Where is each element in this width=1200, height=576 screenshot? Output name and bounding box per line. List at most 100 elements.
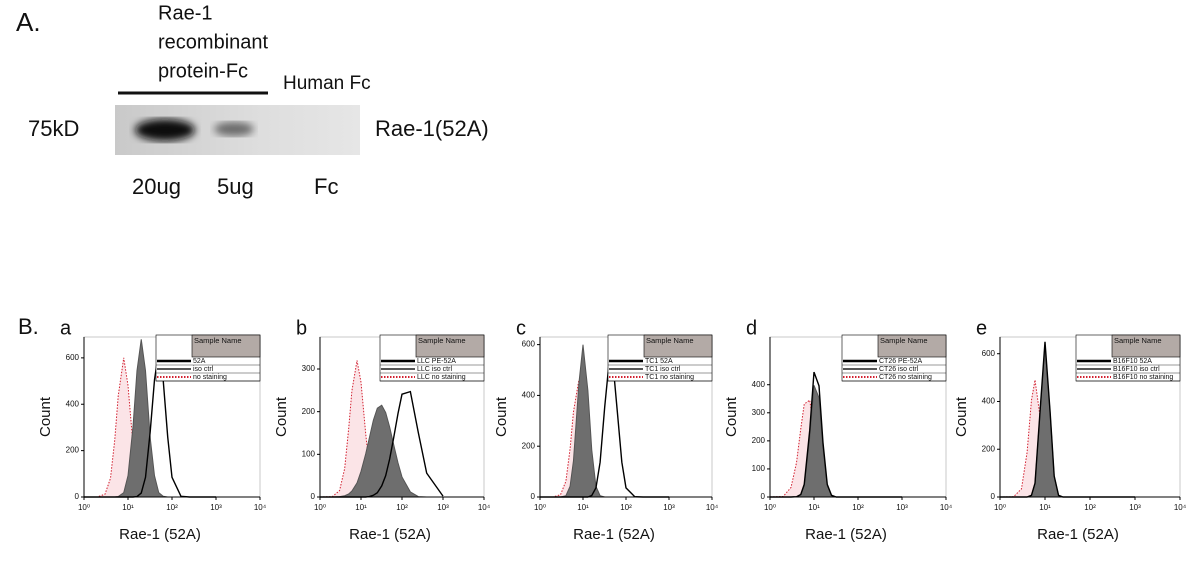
lane-label: Fc <box>314 174 338 199</box>
lane-label: 20ug <box>132 174 181 199</box>
x-tick-label: 10⁴ <box>478 503 491 512</box>
blot-band <box>135 119 195 141</box>
y-axis-label: Count <box>273 396 290 437</box>
histogram-fill <box>540 380 669 497</box>
histogram-panel: a 0 200 400 600 10⁰ 10¹ 10² 10³ 10⁴ Count Rae-1 (52… <box>37 317 267 543</box>
histogram-line <box>540 380 669 498</box>
x-axis-label: Rae-1 (52A) <box>805 526 887 543</box>
y-tick-label: 400 <box>752 380 766 389</box>
y-tick-label: 400 <box>982 397 996 406</box>
y-tick-label: 600 <box>522 340 536 349</box>
x-tick-label: 10⁴ <box>1174 503 1187 512</box>
histogram-line <box>769 399 902 498</box>
legend-label: TC1 iso ctrl <box>645 366 681 373</box>
x-tick-label: 10⁰ <box>78 503 90 512</box>
legend-label: CT26 iso ctrl <box>879 366 919 373</box>
legend-label: CT26 PE-52A <box>879 358 923 365</box>
histogram-line <box>320 404 443 498</box>
panel-a: A. Rae-1 recombinant protein-Fc Human Fc… <box>16 2 489 199</box>
legend-title: Sample Name <box>880 336 928 345</box>
y-tick-label: 100 <box>752 464 766 473</box>
panel-label: B. <box>18 314 39 339</box>
legend-label: LLC PE-52A <box>417 358 456 365</box>
legend-title: Sample Name <box>1114 336 1162 345</box>
histogram-line <box>999 379 1135 498</box>
x-tick-label: 10⁰ <box>314 503 326 512</box>
x-tick-label: 10³ <box>896 503 908 512</box>
legend-header <box>415 334 485 358</box>
y-tick-label: 400 <box>66 399 80 408</box>
panel-letter: a <box>60 317 72 339</box>
y-tick-label: 200 <box>522 441 536 450</box>
y-tick-label: 200 <box>302 407 316 416</box>
legend-title: Sample Name <box>646 336 694 345</box>
x-tick-label: 10¹ <box>355 503 367 512</box>
x-tick-label: 10² <box>166 503 178 512</box>
panel-letter: d <box>746 317 757 339</box>
x-tick-label: 10¹ <box>577 503 589 512</box>
histogram-fill <box>84 339 216 497</box>
y-axis-label: Count <box>493 396 510 437</box>
histogram-line <box>84 357 216 498</box>
legend-label: B16F10 52A <box>1113 358 1152 365</box>
histogram-fill <box>1000 379 1135 497</box>
x-tick-label: 10² <box>852 503 864 512</box>
x-axis-label: Rae-1 (52A) <box>349 526 431 543</box>
legend-label: 52A <box>193 358 206 365</box>
x-tick-label: 10¹ <box>1039 503 1051 512</box>
histogram-panel: b 0 100 200 300 10⁰ 10¹ 10² 10³ 10⁴ Count Rae-1 (52… <box>273 317 491 543</box>
y-tick-label: 200 <box>982 444 996 453</box>
legend-label: no staining <box>193 374 227 381</box>
x-axis-label: Rae-1 (52A) <box>1037 526 1119 543</box>
panel-label: A. <box>16 7 41 37</box>
histogram-fill <box>770 400 902 497</box>
lane-header: Human Fc <box>283 73 371 94</box>
y-tick-label: 600 <box>66 353 80 362</box>
y-tick-label: 300 <box>302 364 316 373</box>
y-tick-label: 0 <box>311 492 316 501</box>
x-tick-label: 10² <box>1084 503 1096 512</box>
legend-label: B16F10 iso ctrl <box>1113 366 1160 373</box>
legend-label: B16F10 no staining <box>1113 374 1173 381</box>
x-tick-label: 10⁰ <box>534 503 546 512</box>
x-axis-label: Rae-1 (52A) <box>573 526 655 543</box>
y-tick-label: 100 <box>302 449 316 458</box>
histogram-panel: c 0 200 400 600 10⁰ 10¹ 10² 10³ 10⁴ Count Rae-1 (52… <box>493 317 719 543</box>
histogram-panel: d 0 100 200 300 400 10⁰ 10¹ 10² 10³ 10⁴ Count Rae-1 … <box>723 317 953 543</box>
histogram-fill <box>320 360 443 497</box>
panel-letter: e <box>976 317 987 339</box>
histogram-line <box>770 371 902 498</box>
marker-label: 75kD <box>28 116 79 141</box>
y-tick-label: 0 <box>761 492 766 501</box>
x-tick-label: 10⁰ <box>994 503 1006 512</box>
x-tick-label: 10³ <box>663 503 675 512</box>
legend-label: TC1 52A <box>645 358 673 365</box>
x-tick-label: 10² <box>620 503 632 512</box>
x-tick-label: 10⁴ <box>706 503 719 512</box>
y-tick-label: 0 <box>991 492 996 501</box>
lane-header: recombinant <box>158 31 269 53</box>
y-axis-label: Count <box>723 396 740 437</box>
x-tick-label: 10¹ <box>808 503 820 512</box>
legend-header <box>191 334 261 358</box>
y-tick-label: 0 <box>531 492 536 501</box>
x-tick-label: 10³ <box>210 503 222 512</box>
x-tick-label: 10⁴ <box>254 503 267 512</box>
band-label: Rae-1(52A) <box>375 116 489 141</box>
blot-band <box>214 122 254 136</box>
x-axis-label: Rae-1 (52A) <box>119 526 201 543</box>
y-tick-label: 400 <box>522 391 536 400</box>
y-axis-label: Count <box>953 396 970 437</box>
legend-title: Sample Name <box>418 336 466 345</box>
y-tick-label: 0 <box>75 492 80 501</box>
legend-label: CT26 no staining <box>879 374 932 381</box>
y-tick-label: 300 <box>752 408 766 417</box>
y-tick-label: 200 <box>66 446 80 455</box>
histogram-fill <box>320 405 443 497</box>
histogram-fill <box>770 385 902 497</box>
legend-header <box>877 334 947 358</box>
histogram-panel: e 0 200 400 600 10⁰ 10¹ 10² 10³ 10⁴ Count Rae-1 (52… <box>953 317 1187 543</box>
x-tick-label: 10² <box>396 503 408 512</box>
